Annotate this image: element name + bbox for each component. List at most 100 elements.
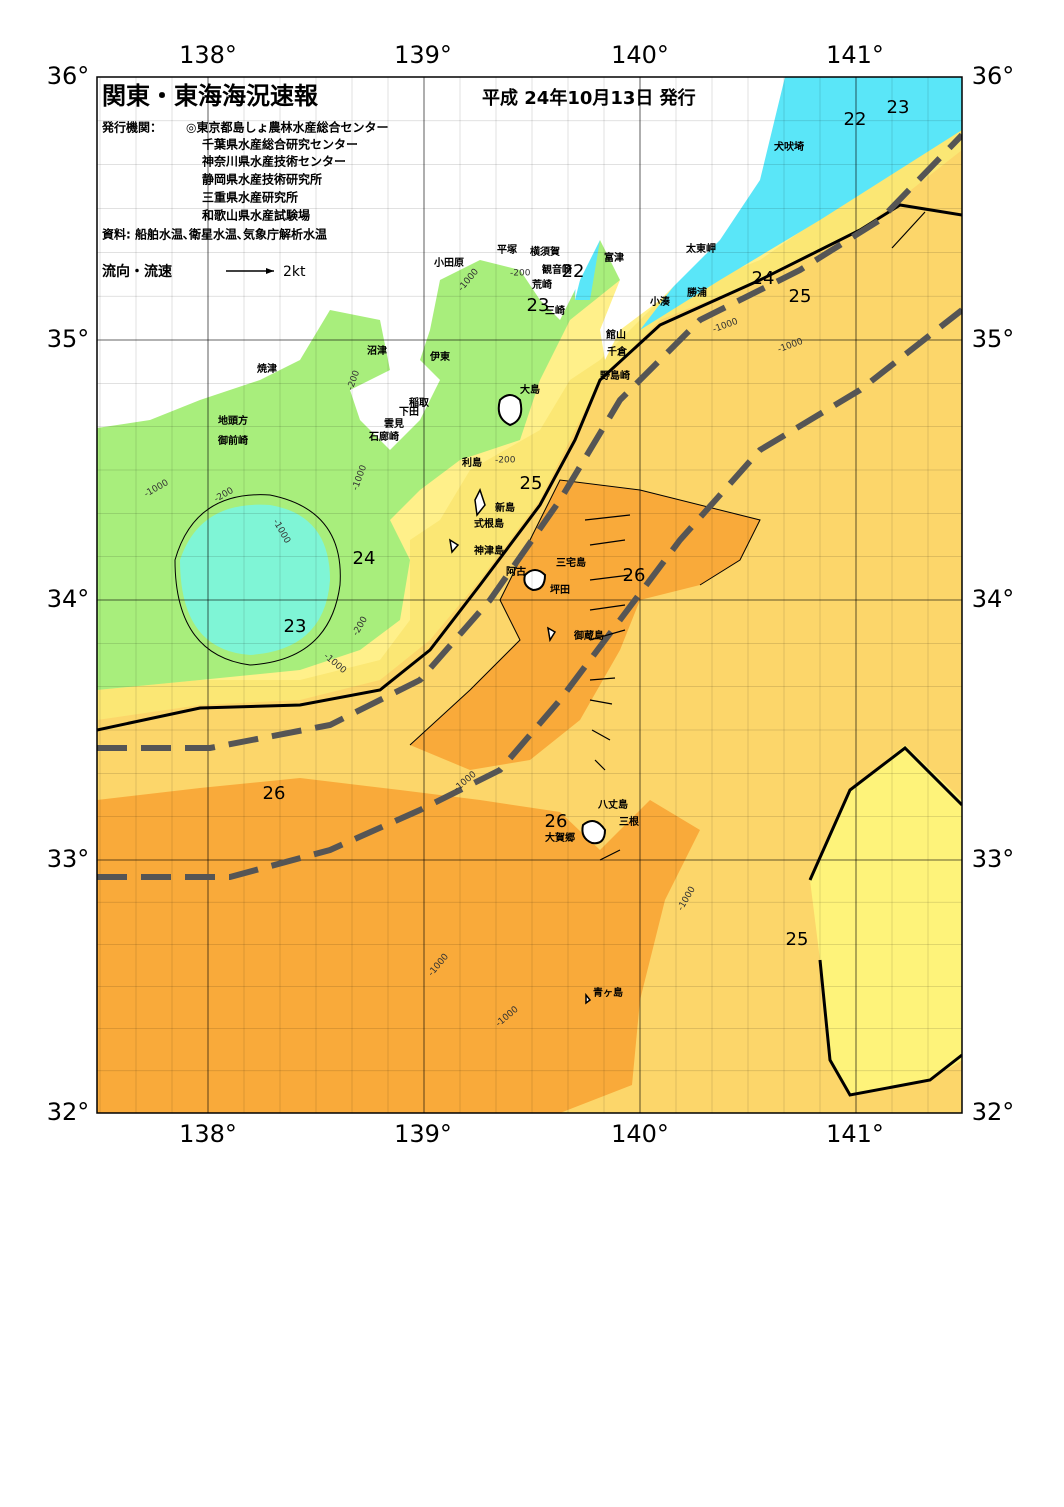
grid	[97, 77, 962, 1113]
lat-label: 34°	[47, 585, 90, 613]
lon-label: 138°	[179, 1120, 237, 1148]
title: 関東・東海海況速報	[102, 82, 319, 110]
place: 新島	[495, 501, 515, 514]
place: 大島	[520, 383, 540, 396]
issuer: 神奈川県水産技術センター	[202, 154, 346, 169]
place: 観音崎	[542, 263, 572, 276]
isotherm-labels: 22 23 22 23 24 25 25 24 23 26 26 26 25	[263, 97, 910, 950]
place: 下田	[399, 406, 419, 418]
place: 平塚	[497, 243, 517, 256]
issuer: 和歌山県水産試験場	[201, 208, 310, 223]
place: 三根	[619, 815, 639, 828]
isotherm-label: 25	[789, 286, 812, 307]
legend-arrow-head	[266, 268, 274, 274]
place: 野島崎	[600, 369, 630, 382]
lat-label: 34°	[972, 585, 1015, 613]
place: 太東岬	[685, 242, 716, 255]
place: 利島	[462, 456, 482, 469]
place: 阿古	[506, 565, 526, 578]
place: 稲取	[409, 396, 430, 409]
place-names: 小田原 平塚 横須賀 観音崎 富津 荒崎 三崎 館山 千倉 野島崎 太東岬 勝浦…	[217, 140, 804, 999]
lat-label: 32°	[972, 1098, 1015, 1126]
cold-zone	[640, 77, 962, 330]
island	[523, 569, 547, 592]
lon-label: 140°	[611, 41, 669, 69]
isotherm-label: 22	[562, 261, 585, 282]
issuer: ◎東京都島しょ農林水産総合センター	[186, 120, 388, 135]
sea-temperature-map	[97, 77, 962, 1113]
place: 八丈島	[597, 798, 628, 811]
warm-zone	[97, 778, 700, 1113]
land	[97, 77, 962, 450]
place: 三宅島	[556, 556, 586, 569]
isotherm-label: 25	[786, 929, 809, 950]
lat-label: 33°	[47, 845, 90, 873]
depth-label: -200	[495, 456, 516, 466]
place: 勝浦	[687, 286, 707, 299]
lat-label: 35°	[47, 325, 90, 353]
lat-label: 32°	[47, 1098, 90, 1126]
isotherm-label: 26	[263, 783, 286, 804]
issuer-label: 発行機関：	[101, 120, 162, 135]
issue-date: 平成 24年10月13日 発行	[482, 87, 696, 109]
place: 神津島	[474, 544, 504, 557]
land	[575, 165, 600, 300]
place: 館山	[605, 328, 626, 341]
axis-labels: 138° 139° 140° 141° 138° 139° 140° 141° …	[47, 41, 1015, 1148]
place: 千倉	[607, 345, 628, 358]
lon-label: 141°	[826, 41, 884, 69]
place: 富津	[604, 251, 624, 264]
depth-label: -200	[510, 269, 531, 279]
map-frame	[96, 76, 963, 1114]
place: 御蔵島	[573, 629, 604, 642]
place: 伊東	[429, 350, 450, 363]
cool-zone	[810, 745, 962, 1095]
isotherm-label: 23	[527, 295, 550, 316]
place: 御前崎	[217, 434, 248, 447]
isotherm-label: 23	[284, 616, 307, 637]
isotherm-label: 25	[520, 473, 543, 494]
place: 横須賀	[530, 245, 560, 258]
island	[497, 394, 523, 427]
isotherm-label: 24	[353, 548, 376, 569]
lat-label: 36°	[47, 62, 90, 90]
current-arrows	[584, 211, 926, 861]
place: 小湊	[649, 295, 671, 308]
issuer: 静岡県水産技術研究所	[202, 172, 322, 187]
isotherm-label: 24	[752, 268, 775, 289]
issuer: 三重県水産研究所	[202, 190, 298, 205]
lon-label: 141°	[826, 1120, 884, 1148]
place: 焼津	[257, 362, 277, 375]
place: 式根島	[474, 517, 504, 530]
lon-label: 138°	[179, 41, 237, 69]
kuroshio-axis	[97, 132, 962, 880]
legend-scale: 2kt	[283, 264, 306, 280]
lon-label: 140°	[611, 1120, 669, 1148]
island	[448, 488, 592, 1005]
place: 大賀郷	[545, 831, 575, 844]
place: 雲見	[384, 418, 404, 430]
place: 犬吠埼	[774, 140, 804, 153]
place: 青ヶ島	[593, 986, 623, 999]
warm-zone	[410, 480, 760, 770]
place: 坪田	[550, 583, 570, 596]
place: 三崎	[545, 304, 565, 317]
lat-label: 36°	[972, 62, 1015, 90]
place: 地頭方	[218, 414, 248, 427]
lon-label: 139°	[394, 1120, 452, 1148]
place: 荒崎	[531, 278, 552, 291]
lat-label: 33°	[972, 845, 1015, 873]
island	[581, 820, 607, 845]
place: 石廊崎	[368, 430, 399, 443]
sources: 資料: 船舶水温､衛星水温､気象庁解析水温	[102, 227, 327, 242]
issuer: 千葉県水産総合研究センター	[202, 137, 358, 152]
isotherms	[97, 203, 962, 1097]
isotherm-label: 23	[887, 97, 910, 118]
cold-core	[180, 504, 330, 655]
isotherm-label: 26	[545, 811, 568, 832]
lon-label: 139°	[394, 41, 452, 69]
lat-label: 35°	[972, 325, 1015, 353]
place: 小田原	[433, 256, 464, 269]
isotherm-label: 22	[844, 109, 867, 130]
